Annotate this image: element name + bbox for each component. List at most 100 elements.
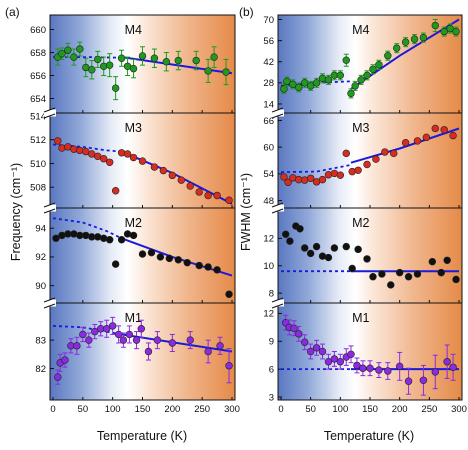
data-point [342, 149, 350, 158]
data-point [306, 249, 315, 258]
data-point [449, 363, 457, 371]
mode-label: M3 [125, 121, 142, 135]
data-point [393, 44, 401, 52]
y-tick-label: 56 [263, 36, 274, 47]
data-point [452, 27, 460, 36]
data-point [105, 61, 114, 69]
data-point [108, 322, 117, 330]
y-tick-label: 660 [30, 25, 46, 36]
data-point [336, 358, 345, 366]
data-point [301, 79, 309, 87]
data-point [431, 124, 439, 133]
data-point [129, 64, 138, 73]
x-axis-label-left: Temperature (K) [97, 429, 187, 443]
y-tick-label: 12 [263, 309, 274, 320]
x-tick-label: 100 [105, 404, 121, 415]
data-point [79, 330, 87, 339]
data-point [138, 250, 147, 258]
data-point [76, 45, 84, 53]
data-point [387, 281, 395, 289]
data-point [440, 126, 448, 134]
data-point [85, 336, 93, 344]
data-point [413, 137, 422, 145]
data-point [54, 373, 62, 381]
data-point [318, 347, 327, 356]
y-tick-label: 42 [263, 57, 274, 68]
data-point [280, 173, 288, 181]
y-tick-label: 658 [30, 48, 46, 59]
data-point [404, 377, 413, 385]
mode-label: M4 [125, 23, 142, 37]
data-point [94, 233, 102, 241]
axis-break-mark [43, 202, 56, 208]
data-point [213, 191, 221, 200]
x-tick-label: 250 [421, 404, 437, 415]
y-tick-label: 508 [30, 183, 46, 194]
data-point [359, 364, 367, 372]
x-tick-label: 200 [392, 404, 408, 415]
x-tick-label: 50 [305, 404, 316, 415]
data-point [318, 175, 327, 184]
data-point [443, 358, 451, 366]
axis-break-gap [44, 109, 56, 117]
axis-break-gap [44, 299, 56, 307]
data-point [280, 85, 288, 93]
data-point [301, 244, 309, 252]
y-tick-label: 6 [269, 364, 274, 375]
data-point [150, 54, 159, 62]
y-axis-label-frequency: Frequency (cm⁻¹) [9, 163, 23, 261]
data-point [216, 342, 224, 350]
data-point [295, 330, 303, 338]
data-point [443, 256, 451, 264]
data-point [117, 236, 126, 244]
data-point [138, 52, 147, 60]
axis-break-gap [272, 109, 284, 117]
data-point [296, 225, 304, 233]
data-point [413, 270, 422, 278]
y-tick-label: 12 [263, 234, 274, 245]
data-point [395, 268, 404, 277]
data-point [52, 234, 60, 242]
data-point [114, 330, 123, 339]
fwhm-panel-m2: 8 10 12 M2 [263, 202, 463, 304]
data-point [312, 242, 321, 251]
data-point [351, 82, 359, 90]
data-point [369, 273, 377, 281]
data-point [286, 237, 294, 245]
fit-line-solid [121, 56, 233, 75]
data-point [137, 325, 146, 333]
data-point [174, 56, 183, 65]
y-tick-label: 512 [30, 135, 46, 146]
x-tick-label: 300 [451, 404, 467, 415]
data-point [61, 356, 69, 364]
data-point [204, 347, 212, 356]
data-point [437, 268, 445, 277]
data-point [73, 342, 81, 350]
data-point [369, 65, 377, 73]
data-point [91, 327, 99, 336]
data-point [88, 66, 96, 74]
x-tick-label: 200 [164, 404, 180, 415]
data-point [354, 245, 362, 254]
data-point [348, 264, 356, 273]
y-tick-label: 654 [30, 94, 46, 105]
y-tick-label: 66 [263, 116, 274, 127]
data-point [125, 330, 134, 339]
data-point [129, 153, 138, 162]
y-tick-label: 82 [35, 364, 46, 375]
mode-label: M2 [125, 216, 142, 230]
y-axis-label-fwhm: FWHM (cm⁻¹) [239, 173, 253, 251]
data-point [401, 139, 410, 147]
data-point [357, 76, 365, 84]
data-point [395, 362, 404, 371]
x-tick-label: 150 [135, 404, 151, 415]
axis-break-mark [271, 202, 284, 208]
data-point [204, 191, 212, 200]
data-point [306, 174, 315, 183]
data-point [105, 236, 114, 244]
data-point [390, 149, 398, 158]
y-tick-label: 656 [30, 71, 46, 82]
data-point [102, 325, 111, 333]
data-point [375, 366, 383, 374]
